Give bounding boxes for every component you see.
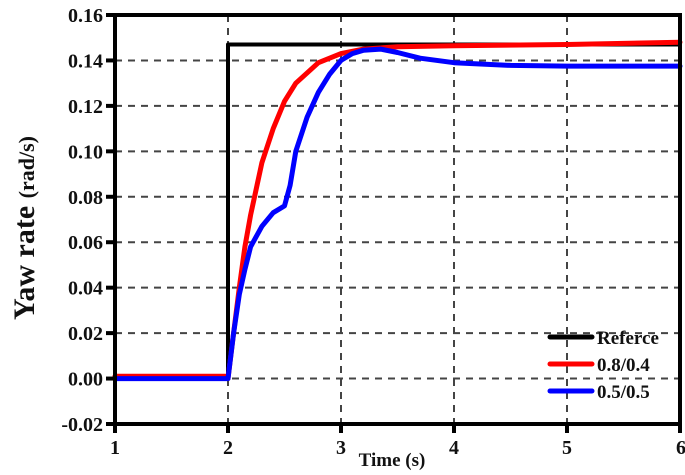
series-line-0-5-0-5 <box>112 46 683 382</box>
y-tick-label: 0.08 <box>68 187 103 209</box>
axis-ticks <box>106 13 682 433</box>
y-tick-label: 0.00 <box>68 369 103 391</box>
series-line-referce <box>113 42 682 381</box>
x-tick-label: 5 <box>562 437 572 459</box>
y-tick-label: 0.02 <box>68 323 103 345</box>
x-tick-labels: 1 2 3 4 5 6 <box>110 437 685 459</box>
legend: Referce 0.8/0.4 0.5/0.5 <box>547 328 659 403</box>
y-tick-label: 0.10 <box>68 141 103 163</box>
legend-item: 0.8/0.4 <box>547 355 650 376</box>
y-tick-labels: -0.02 0.00 0.02 0.04 0.06 0.08 0.10 0.12 0.14 0.1… <box>61 5 103 436</box>
x-axis-title: Time (s) <box>359 450 426 471</box>
data-series <box>112 39 683 382</box>
legend-label: Referce <box>597 328 659 349</box>
legend-item: Referce <box>547 328 659 349</box>
legend-label: 0.5/0.5 <box>597 382 650 403</box>
y-tick-label: 0.06 <box>68 232 103 254</box>
legend-label: 0.8/0.4 <box>597 355 650 376</box>
series-line-0-8-0-4 <box>112 39 683 382</box>
x-tick-label: 2 <box>223 437 233 459</box>
legend-item: 0.5/0.5 <box>547 382 650 403</box>
y-tick-label: -0.02 <box>61 414 103 436</box>
grid-lines <box>115 15 680 424</box>
y-tick-label: 0.14 <box>68 50 103 72</box>
x-tick-label: 1 <box>110 437 120 459</box>
y-tick-label: 0.12 <box>68 96 103 118</box>
x-tick-label: 6 <box>676 437 685 459</box>
y-axis-title: Yaw rate (rad/s) <box>8 136 41 320</box>
y-axis-title-unit: (rad/s) <box>14 136 39 198</box>
y-tick-label: 0.16 <box>68 5 103 27</box>
y-tick-label: 0.04 <box>68 278 103 300</box>
x-tick-label: 4 <box>449 437 459 459</box>
x-tick-label: 3 <box>336 437 346 459</box>
y-axis-title-main: Yaw rate <box>8 198 41 320</box>
plot-frame <box>113 13 682 426</box>
